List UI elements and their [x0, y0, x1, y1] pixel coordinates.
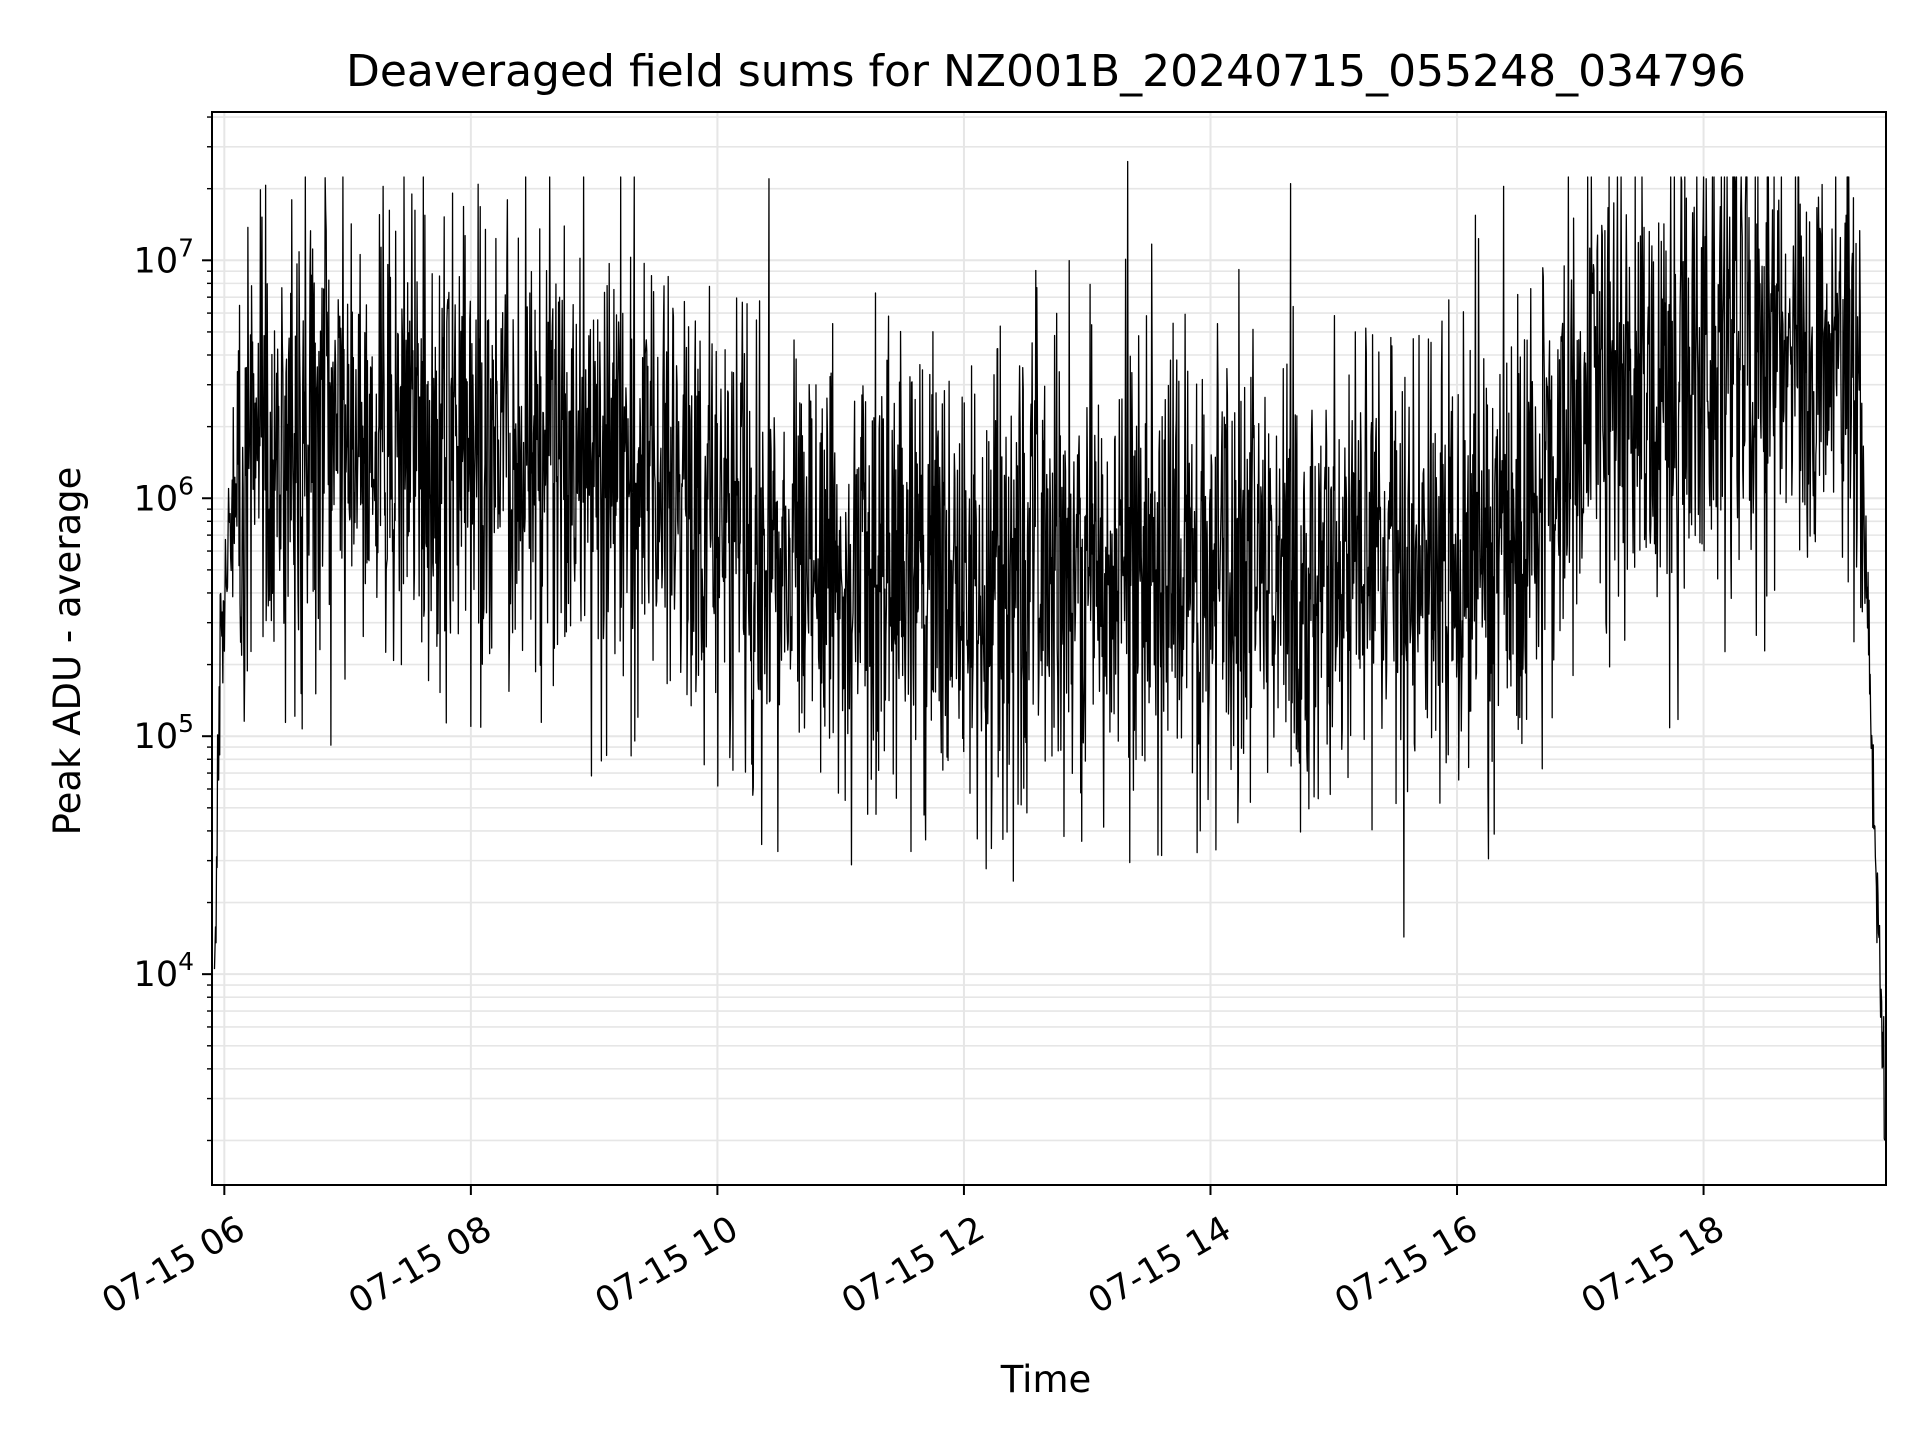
x-axis-label: Time: [1000, 1358, 1092, 1401]
y-tick-exponent: 4: [178, 947, 194, 976]
y-tick-exponent: 6: [178, 471, 194, 500]
y-tick-exponent: 5: [178, 709, 194, 738]
y-tick-label: 106: [134, 471, 194, 519]
y-tick-base: 10: [134, 479, 179, 519]
y-tick-label: 107: [134, 233, 194, 281]
y-tick-base: 10: [134, 717, 179, 757]
y-tick-label: 105: [134, 709, 194, 757]
y-tick-exponent: 7: [178, 233, 194, 262]
series-line: [213, 160, 1886, 1141]
y-tick-label: 104: [134, 947, 194, 995]
y-tick-base: 10: [134, 955, 179, 995]
chart-title: Deaveraged field sums for NZ001B_2024071…: [346, 46, 1746, 97]
series-layer: [213, 160, 1886, 1141]
y-axis-label: Peak ADU - average: [46, 467, 89, 836]
axes-frame: [211, 111, 1887, 1186]
y-tick-base: 10: [134, 241, 179, 281]
